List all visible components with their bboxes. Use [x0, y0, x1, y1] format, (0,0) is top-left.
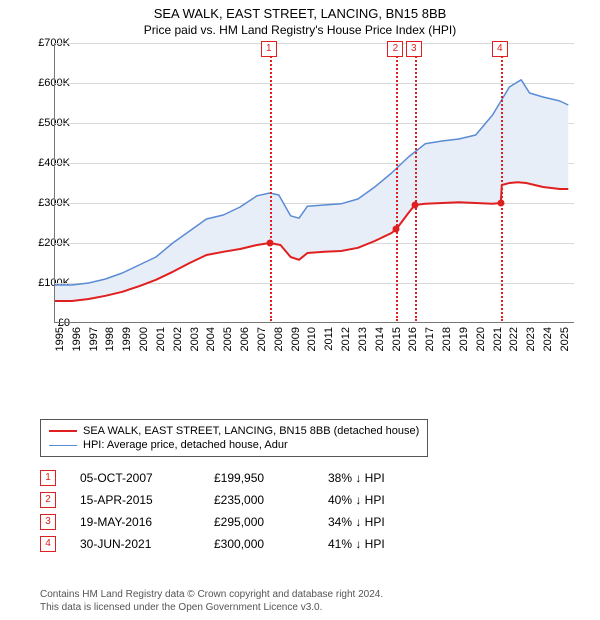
footer-line-1: Contains HM Land Registry data © Crown c…: [40, 588, 383, 601]
sales-row-date: 05-OCT-2007: [80, 471, 190, 485]
x-tick-label: 2013: [357, 327, 369, 351]
sales-row: 4 30-JUN-2021 £300,000 41% ↓ HPI: [40, 533, 600, 555]
chart-subtitle: Price paid vs. HM Land Registry's House …: [0, 21, 600, 41]
chart-area: £0£100K£200K£300K£400K£500K£600K£700K 12…: [34, 43, 594, 373]
sale-dot: [411, 202, 418, 209]
plot-svg: [55, 43, 575, 323]
x-tick-label: 2001: [155, 327, 167, 351]
x-tick-label: 2018: [441, 327, 453, 351]
sales-row-index: 2: [40, 492, 56, 508]
x-tick-label: 2003: [189, 327, 201, 351]
x-tick-label: 2024: [542, 327, 554, 351]
sales-row-date: 19-MAY-2016: [80, 515, 190, 529]
sales-row-index: 4: [40, 536, 56, 552]
sales-row-price: £300,000: [214, 537, 304, 551]
x-tick-label: 2021: [492, 327, 504, 351]
sale-dot: [266, 240, 273, 247]
sale-marker-badge: 2: [387, 41, 403, 57]
legend-item: HPI: Average price, detached house, Adur: [49, 438, 419, 452]
footer-attribution: Contains HM Land Registry data © Crown c…: [40, 588, 383, 614]
sale-marker-line: [415, 45, 417, 321]
sales-row-pct: 34% ↓ HPI: [328, 515, 438, 529]
x-tick-label: 2015: [391, 327, 403, 351]
x-tick-label: 2006: [239, 327, 251, 351]
legend-item: SEA WALK, EAST STREET, LANCING, BN15 8BB…: [49, 424, 419, 438]
sales-row-index: 1: [40, 470, 56, 486]
legend-label: SEA WALK, EAST STREET, LANCING, BN15 8BB…: [83, 425, 419, 437]
x-tick-label: 2000: [138, 327, 150, 351]
sales-row-date: 15-APR-2015: [80, 493, 190, 507]
sales-row-pct: 38% ↓ HPI: [328, 471, 438, 485]
plot-region: [54, 43, 574, 323]
sale-dot: [497, 200, 504, 207]
x-tick-label: 1998: [104, 327, 116, 351]
legend: SEA WALK, EAST STREET, LANCING, BN15 8BB…: [40, 419, 428, 457]
sales-row-pct: 40% ↓ HPI: [328, 493, 438, 507]
sales-row: 2 15-APR-2015 £235,000 40% ↓ HPI: [40, 489, 600, 511]
x-tick-label: 2019: [458, 327, 470, 351]
sale-marker-badge: 1: [261, 41, 277, 57]
x-tick-label: 2025: [559, 327, 571, 351]
legend-swatch: [49, 430, 77, 432]
x-tick-label: 1996: [71, 327, 83, 351]
sale-dot: [393, 226, 400, 233]
x-tick-label: 2016: [407, 327, 419, 351]
sales-row-price: £199,950: [214, 471, 304, 485]
chart-title: SEA WALK, EAST STREET, LANCING, BN15 8BB: [0, 0, 600, 21]
sales-row-index: 3: [40, 514, 56, 530]
sale-marker-badge: 4: [492, 41, 508, 57]
x-tick-label: 2020: [475, 327, 487, 351]
sale-marker-line: [396, 45, 398, 321]
x-tick-label: 2002: [172, 327, 184, 351]
x-tick-label: 2005: [222, 327, 234, 351]
sale-marker-line: [501, 45, 503, 321]
x-tick-label: 1995: [54, 327, 66, 351]
sales-row-date: 30-JUN-2021: [80, 537, 190, 551]
x-tick-label: 1997: [88, 327, 100, 351]
x-tick-label: 2007: [256, 327, 268, 351]
x-tick-label: 2012: [340, 327, 352, 351]
sales-row-price: £235,000: [214, 493, 304, 507]
x-tick-label: 2014: [374, 327, 386, 351]
sales-row: 3 19-MAY-2016 £295,000 34% ↓ HPI: [40, 511, 600, 533]
sale-marker-line: [270, 45, 272, 321]
x-tick-label: 2023: [525, 327, 537, 351]
legend-swatch: [49, 445, 77, 446]
sale-marker-badge: 3: [406, 41, 422, 57]
legend-label: HPI: Average price, detached house, Adur: [83, 439, 288, 451]
x-tick-label: 2008: [273, 327, 285, 351]
sales-row-pct: 41% ↓ HPI: [328, 537, 438, 551]
x-tick-label: 2017: [424, 327, 436, 351]
x-tick-label: 2009: [290, 327, 302, 351]
x-tick-label: 2010: [306, 327, 318, 351]
sales-row: 1 05-OCT-2007 £199,950 38% ↓ HPI: [40, 467, 600, 489]
x-tick-label: 1999: [121, 327, 133, 351]
sales-row-price: £295,000: [214, 515, 304, 529]
x-tick-label: 2004: [205, 327, 217, 351]
sales-table: 1 05-OCT-2007 £199,950 38% ↓ HPI 2 15-APR-201…: [40, 467, 600, 555]
x-tick-label: 2022: [508, 327, 520, 351]
x-tick-label: 2011: [323, 327, 335, 351]
footer-line-2: This data is licensed under the Open Gov…: [40, 601, 383, 614]
